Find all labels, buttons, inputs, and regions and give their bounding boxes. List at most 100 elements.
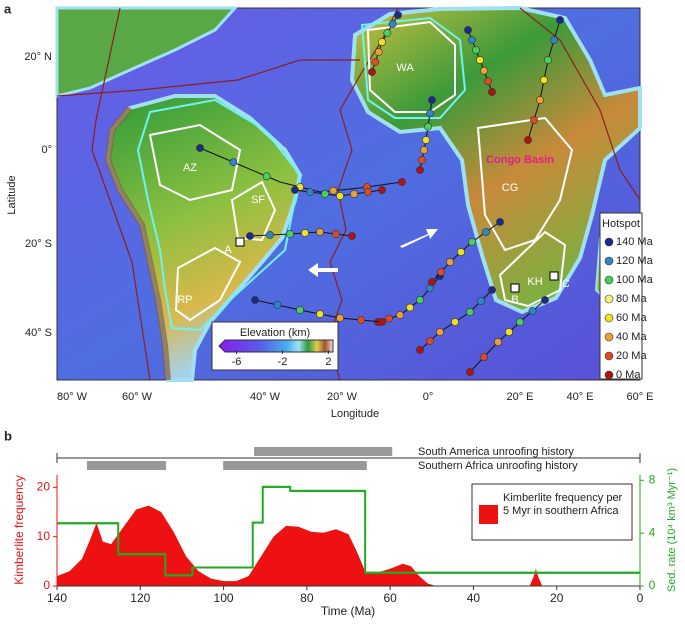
hotspot-dot: [494, 338, 502, 346]
legend-label: 140 Ma: [616, 236, 654, 248]
hotspot-dot: [541, 296, 549, 304]
hotspot-dot: [394, 11, 402, 19]
x-tick-label: 140: [47, 591, 67, 605]
x-tick-label: 60° W: [122, 391, 153, 403]
hotspot-dot: [472, 46, 480, 54]
legend-label: 20 Ma: [616, 350, 647, 362]
y-tick-label: 20° N: [24, 51, 52, 63]
x-axis-label: Time (Ma): [321, 604, 375, 618]
hotspot-dot: [396, 311, 404, 319]
hotspot-dot: [516, 318, 524, 326]
colorbar: [218, 339, 334, 353]
region-label: SF: [251, 194, 265, 206]
x-tick-label: 80: [300, 591, 314, 605]
panel-label: a: [4, 1, 12, 16]
legend-swatch: [604, 351, 614, 361]
x-tick-label: 40° W: [250, 391, 281, 403]
x-tick-label: 0°: [423, 391, 434, 403]
hotspot-dot: [348, 232, 356, 240]
hotspot-dot: [428, 278, 436, 286]
hotspot-dot: [424, 122, 432, 131]
hotspot-dot: [368, 68, 376, 76]
region-label: CG: [502, 182, 519, 194]
legend-label: 0 Ma: [616, 369, 641, 381]
legend-swatch: [604, 294, 614, 304]
legend: [471, 483, 633, 541]
hotspot-dot: [536, 96, 544, 104]
hotspot-dot: [496, 218, 504, 226]
hotspot-dot: [378, 38, 386, 46]
unroofing-label: South America unroofing history: [418, 446, 574, 458]
hotspot-dot: [262, 172, 271, 181]
unroofing-bar: [223, 461, 367, 470]
x-tick-label: 0: [637, 591, 644, 605]
motion-arrow: [308, 263, 338, 277]
x-tick-label: 100: [214, 591, 234, 605]
hotspot-dot: [482, 228, 490, 236]
hotspot-dot: [229, 158, 238, 167]
hotspot-dot: [480, 353, 488, 361]
hotspot-dot: [374, 48, 383, 56]
hotspot-dot: [388, 20, 397, 28]
region-label: RP: [177, 294, 192, 306]
hotspot-dot: [550, 36, 558, 44]
hotspot-dot: [398, 178, 406, 186]
hotspot-dot: [457, 248, 465, 256]
hotspot-dot: [406, 303, 414, 312]
hotspot-dot: [426, 109, 434, 118]
x-tick-label: 60: [383, 591, 397, 605]
hotspot-dot: [466, 308, 474, 316]
legend-swatch: [604, 332, 614, 342]
site-marker: [510, 283, 520, 293]
legend-swatch: [604, 313, 614, 323]
hotspot-dot: [544, 56, 552, 64]
region-outlines: [148, 20, 574, 322]
legend-label: 40 Ma: [616, 331, 647, 343]
y-tick-label: 10: [37, 529, 51, 543]
motion-arrow: [400, 229, 438, 248]
hotspot-dot: [556, 16, 564, 24]
hotspot-dot: [420, 146, 428, 154]
hotspot-dot: [528, 307, 537, 315]
unroofing-bar: [253, 447, 393, 456]
x-tick-label: 120: [130, 591, 150, 605]
legend-label: 80 Ma: [616, 293, 647, 305]
hotspot-dot: [484, 77, 492, 86]
y2-tick-label: 4: [649, 525, 656, 539]
hotspot-tracks: [196, 11, 564, 376]
north-america: [55, 6, 239, 98]
hotspot-dot: [451, 318, 459, 326]
hotspot-dot: [350, 190, 358, 198]
hotspot-dot: [301, 229, 309, 237]
hotspot-dot: [357, 316, 365, 324]
x-tick-label: 20° W: [327, 391, 358, 403]
craton-outlines: [136, 16, 467, 332]
x-tick-label: 60° E: [626, 391, 653, 403]
hotspot-dot: [378, 186, 386, 194]
y-tick-label: 0°: [41, 144, 52, 156]
legend-label: 120 Ma: [616, 255, 654, 267]
hotspot-dot: [468, 238, 476, 246]
hotspot-dot: [488, 286, 496, 294]
hotspot-dot: [251, 296, 259, 304]
hotspot-dot: [468, 36, 476, 44]
legend-label: Kimberlite frequency per 5 Myr in southe…: [503, 492, 623, 517]
hotspot-dot: [466, 368, 474, 376]
hotspot-dot: [196, 144, 204, 152]
x-tick-label: 20° E: [506, 391, 533, 403]
y-axis-label: Kimberlite frequency: [12, 475, 26, 584]
hotspot-dot: [488, 88, 496, 96]
hotspot-dot: [476, 56, 484, 64]
hotspot-dot: [436, 328, 444, 336]
hotspot-dot: [316, 228, 324, 236]
unroofing-bar: [86, 461, 167, 470]
hotspot-dot: [291, 186, 299, 194]
andes: [104, 106, 171, 381]
site-marker: [235, 237, 245, 247]
region-label: C: [562, 278, 570, 290]
legend-swatch: [604, 275, 614, 285]
hotspot-dot: [321, 190, 329, 198]
hotspot-dot: [371, 58, 380, 66]
legend-title: Elevation (km): [240, 327, 310, 339]
hotspot-dot: [422, 136, 430, 144]
